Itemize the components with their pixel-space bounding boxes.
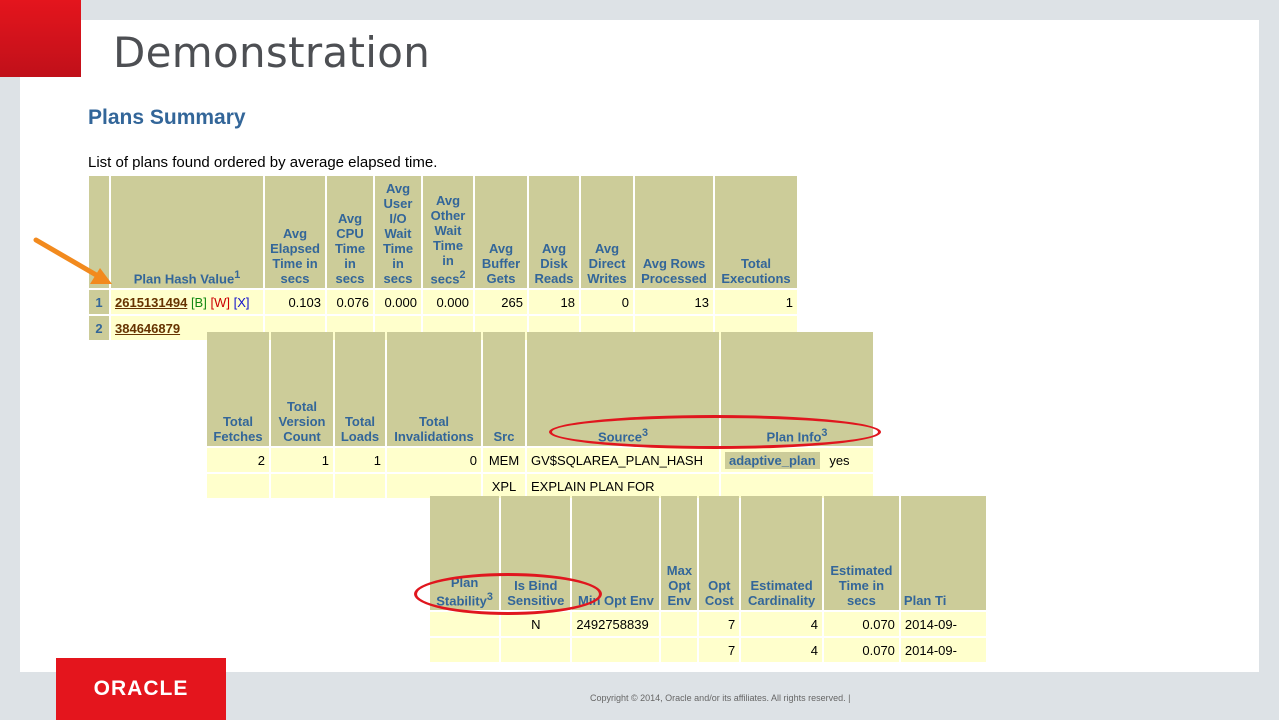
col-avg-cpu-header: Avg CPU Time in secs <box>327 176 373 288</box>
row-index: 2 <box>89 316 109 340</box>
table-row: 7 4 0.070 2014-09- <box>430 638 986 662</box>
avg-other-cell: 0.000 <box>423 290 473 314</box>
col-max-opt-env-header: Max Opt Env <box>661 496 698 610</box>
highlight-ellipse-source-planinfo <box>549 415 881 449</box>
col-avg-rows-header: Avg Rows Processed <box>635 176 713 288</box>
orange-arrow-icon <box>33 237 112 284</box>
adaptive-plan-value: yes <box>829 452 850 468</box>
plans-summary-heading: Plans Summary <box>88 106 246 129</box>
source-cell: EXPLAIN PLAN FOR <box>527 474 719 498</box>
col-total-invalidations-header: Total Invalidations <box>387 332 481 446</box>
avg-disk-reads-cell: 18 <box>529 290 579 314</box>
avg-cpu-cell: 0.076 <box>327 290 373 314</box>
table-row: 2 1 1 0 MEM GV$SQLAREA_PLAN_HASH adaptiv… <box>207 448 873 472</box>
highlight-ellipse-stability-bind <box>414 573 602 615</box>
plan-time-cell: 2014-09- <box>900 638 986 662</box>
col-total-version-count-header: Total Version Count <box>271 332 333 446</box>
total-executions-cell: 1 <box>715 290 797 314</box>
col-index-header <box>89 176 109 288</box>
source-cell: GV$SQLAREA_PLAN_HASH <box>527 448 719 472</box>
col-avg-direct-writes-header: Avg Direct Writes <box>581 176 633 288</box>
col-opt-cost-header: Opt Cost <box>699 496 740 610</box>
total-fetches-cell: 2 <box>207 448 269 472</box>
estimated-time-cell: 0.070 <box>823 638 899 662</box>
plan-hash-link[interactable]: 2615131494 <box>115 294 188 310</box>
xml-link[interactable]: [X] <box>233 294 250 310</box>
oracle-logo: ORACLE <box>56 658 226 720</box>
col-avg-buffer-gets-header: Avg Buffer Gets <box>475 176 527 288</box>
src-cell: XPL <box>483 474 525 498</box>
col-plan-time-header: Plan Ti <box>900 496 986 610</box>
col-avg-userio-header: Avg User I/O Wait Time in secs <box>375 176 421 288</box>
adaptive-plan-label: adaptive_plan <box>725 451 820 469</box>
col-total-fetches-header: Total Fetches <box>207 332 269 446</box>
plan-time-cell: 2014-09- <box>900 612 986 636</box>
table-row: XPL EXPLAIN PLAN FOR <box>207 474 873 498</box>
avg-rows-cell: 13 <box>635 290 713 314</box>
slide-title: Demonstration <box>113 28 431 77</box>
estimated-cardinality-cell: 4 <box>741 612 822 636</box>
col-src-header: Src <box>483 332 525 446</box>
red-accent-block <box>0 0 81 77</box>
table-row: N 2492758839 7 4 0.070 2014-09- <box>430 612 986 636</box>
plans-table-1: Plan Hash Value1 Avg Elapsed Time in sec… <box>87 174 799 342</box>
min-opt-env-cell: 2492758839 <box>572 612 660 636</box>
col-estimated-time-header: Estimated Time in secs <box>823 496 899 610</box>
avg-buffer-gets-cell: 265 <box>475 290 527 314</box>
estimated-cardinality-cell: 4 <box>741 638 822 662</box>
col-avg-elapsed-header: Avg Elapsed Time in secs <box>265 176 325 288</box>
plan-hash-link[interactable]: 384646879 <box>115 320 181 336</box>
table-row: 2 384646879 <box>89 316 797 340</box>
total-invalidations-cell: 0 <box>387 448 481 472</box>
row-index: 1 <box>89 290 109 314</box>
plan-hash-cell: 2615131494 [B] [W] [X] <box>111 290 263 314</box>
basic-link[interactable]: [B] <box>190 294 207 310</box>
col-total-loads-header: Total Loads <box>335 332 385 446</box>
avg-userio-cell: 0.000 <box>375 290 421 314</box>
avg-direct-writes-cell: 0 <box>581 290 633 314</box>
plans-summary-subtitle: List of plans found ordered by average e… <box>88 154 438 171</box>
col-total-executions-header: Total Executions <box>715 176 797 288</box>
avg-elapsed-cell: 0.103 <box>265 290 325 314</box>
estimated-time-cell: 0.070 <box>823 612 899 636</box>
col-avg-other-header: Avg Other Wait Time in secs2 <box>423 176 473 288</box>
col-plan-hash-header: Plan Hash Value1 <box>111 176 263 288</box>
table-row: 1 2615131494 [B] [W] [X] 0.103 0.076 0.0… <box>89 290 797 314</box>
col-avg-disk-reads-header: Avg Disk Reads <box>529 176 579 288</box>
opt-cost-cell: 7 <box>699 638 740 662</box>
total-version-count-cell: 1 <box>271 448 333 472</box>
src-cell: MEM <box>483 448 525 472</box>
plans-table-2: Total Fetches Total Version Count Total … <box>205 330 875 500</box>
copyright-text: Copyright © 2014, Oracle and/or its affi… <box>590 693 851 703</box>
plan-info-cell: adaptive_plan yes <box>721 448 873 472</box>
oracle-logo-text: ORACLE <box>93 677 189 700</box>
total-loads-cell: 1 <box>335 448 385 472</box>
web-link[interactable]: [W] <box>210 294 230 310</box>
col-estimated-cardinality-header: Estimated Cardinality <box>741 496 822 610</box>
opt-cost-cell: 7 <box>699 612 740 636</box>
is-bind-sensitive-cell: N <box>501 612 571 636</box>
